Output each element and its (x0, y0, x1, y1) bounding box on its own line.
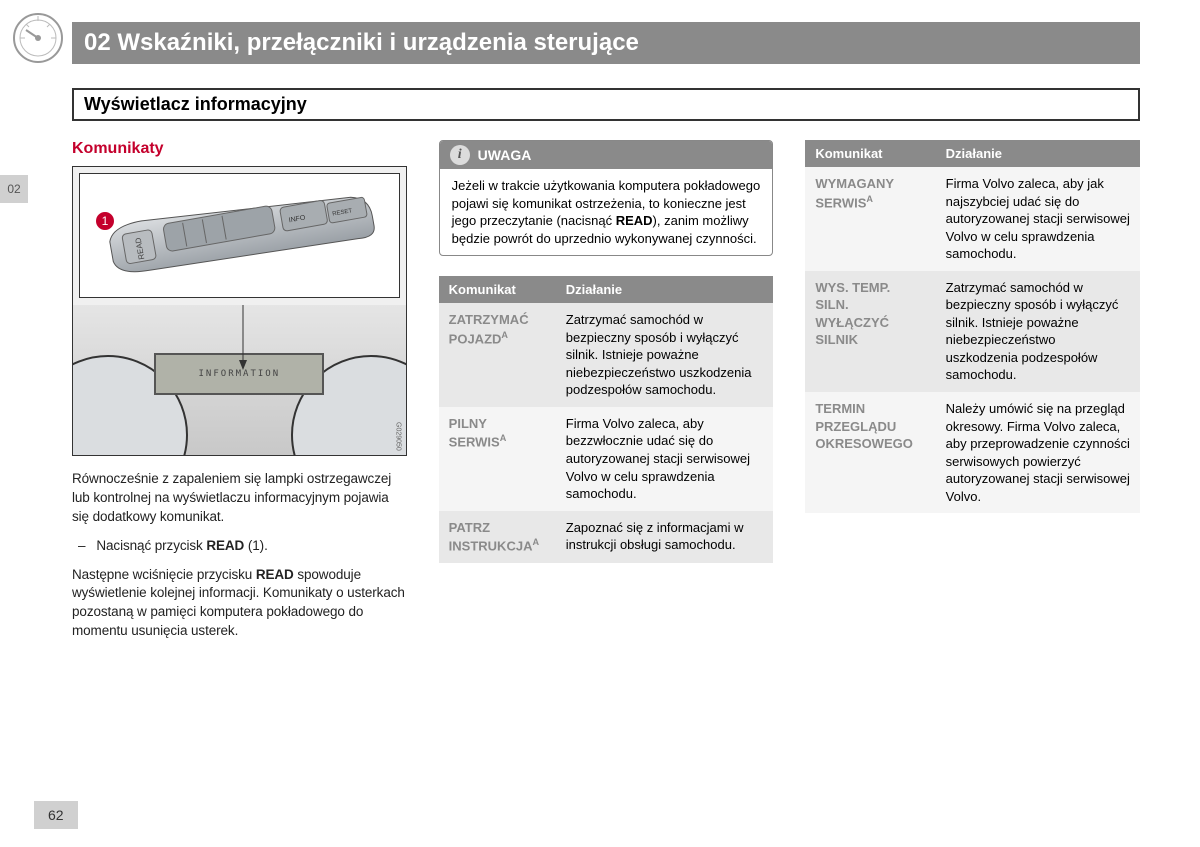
msg-name: PATRZ INSTRUKCJA (449, 520, 533, 554)
bullet-read: – Nacisnąć przycisk READ (1). (72, 537, 407, 556)
para2-bold: READ (256, 567, 294, 582)
msg-action: Zatrzymać samochód w bezpieczny sposób i… (556, 303, 774, 407)
msg-name: TERMIN PRZEGLĄDU OKRESOWEGO (815, 401, 913, 451)
bullet-text-post: (1). (244, 538, 268, 553)
note-box: i UWAGA Jeżeli w trakcie użytkowania kom… (439, 140, 774, 256)
table-header-msg: Komunikat (439, 276, 556, 303)
messages-table-1: Komunikat Działanie ZATRZYMAĆ POJAZDA Za… (439, 276, 774, 563)
msg-name: PILNY SERWIS (449, 416, 500, 450)
messages-table-2: Komunikat Działanie WYMAGANY SERWISA Fir… (805, 140, 1140, 513)
msg-sup: A (532, 537, 539, 547)
msg-action: Firma Volvo zaleca, aby bezzwłocznie uda… (556, 407, 774, 511)
figure-stalk-dashboard: READ INFO RESET 1 (72, 166, 407, 456)
note-body: Jeżeli w trakcie użytkowania komputera p… (440, 169, 773, 255)
msg-action: Zatrzymać samochód w bezpieczny sposób i… (936, 271, 1140, 392)
msg-action: Należy umówić się na przegląd okresowy. … (936, 392, 1140, 513)
image-code: G029050 (395, 422, 402, 451)
paragraph-2: Następne wciśnięcie przycisku READ spowo… (72, 566, 407, 642)
table-row: ZATRZYMAĆ POJAZDA Zatrzymać samochód w b… (439, 303, 774, 407)
column-3: Komunikat Działanie WYMAGANY SERWISA Fir… (805, 140, 1140, 787)
note-header: i UWAGA (440, 141, 773, 169)
subheader-text: Wyświetlacz informacyjny (84, 94, 307, 114)
callout-1: 1 (94, 210, 116, 232)
chapter-title: 02 Wskaźniki, przełączniki i urządzenia … (84, 29, 639, 57)
side-tab: 02 (0, 175, 28, 203)
msg-name: WYMAGANY SERWIS (815, 176, 893, 210)
msg-action: Zapoznać się z informacjami w instrukcji… (556, 511, 774, 563)
page-number: 62 (34, 801, 78, 829)
para2-pre: Następne wciśnięcie przycisku (72, 567, 256, 582)
table-row: PILNY SERWISA Firma Volvo zaleca, aby be… (439, 407, 774, 511)
note-title: UWAGA (478, 147, 532, 163)
table-header-action: Działanie (556, 276, 774, 303)
msg-action: Firma Volvo zaleca, aby jak najszybciej … (936, 167, 1140, 271)
table-row: PATRZ INSTRUKCJAA Zapoznać się z informa… (439, 511, 774, 563)
table-row: WYS. TEMP. SILN. WYŁĄCZYĆ SILNIK Zatrzym… (805, 271, 1140, 392)
info-icon: i (450, 145, 470, 165)
note-body-bold: READ (616, 213, 653, 228)
msg-sup: A (866, 194, 873, 204)
paragraph-1: Równocześnie z zapaleniem się lampki ost… (72, 470, 407, 527)
msg-sup: A (501, 330, 508, 340)
subheader-box: Wyświetlacz informacyjny (72, 88, 1140, 121)
content-area: Komunikaty READ IN (72, 140, 1140, 787)
column-2: i UWAGA Jeżeli w trakcie użytkowania kom… (439, 140, 774, 787)
msg-sup: A (500, 433, 507, 443)
bullet-text-pre: Nacisnąć przycisk (96, 538, 206, 553)
table-header-action: Działanie (936, 140, 1140, 167)
column-1: Komunikaty READ IN (72, 140, 407, 787)
table-row: TERMIN PRZEGLĄDU OKRESOWEGO Należy umówi… (805, 392, 1140, 513)
bullet-dash: – (78, 538, 85, 553)
table-row: WYMAGANY SERWISA Firma Volvo zaleca, aby… (805, 167, 1140, 271)
chapter-header: 02 Wskaźniki, przełączniki i urządzenia … (72, 22, 1140, 64)
table-header-msg: Komunikat (805, 140, 935, 167)
msg-name: WYS. TEMP. SILN. WYŁĄCZYĆ SILNIK (815, 280, 890, 348)
section-title: Komunikaty (72, 140, 407, 158)
msg-name: ZATRZYMAĆ POJAZD (449, 312, 529, 346)
gauge-icon (12, 12, 64, 64)
bullet-bold: READ (206, 538, 244, 553)
